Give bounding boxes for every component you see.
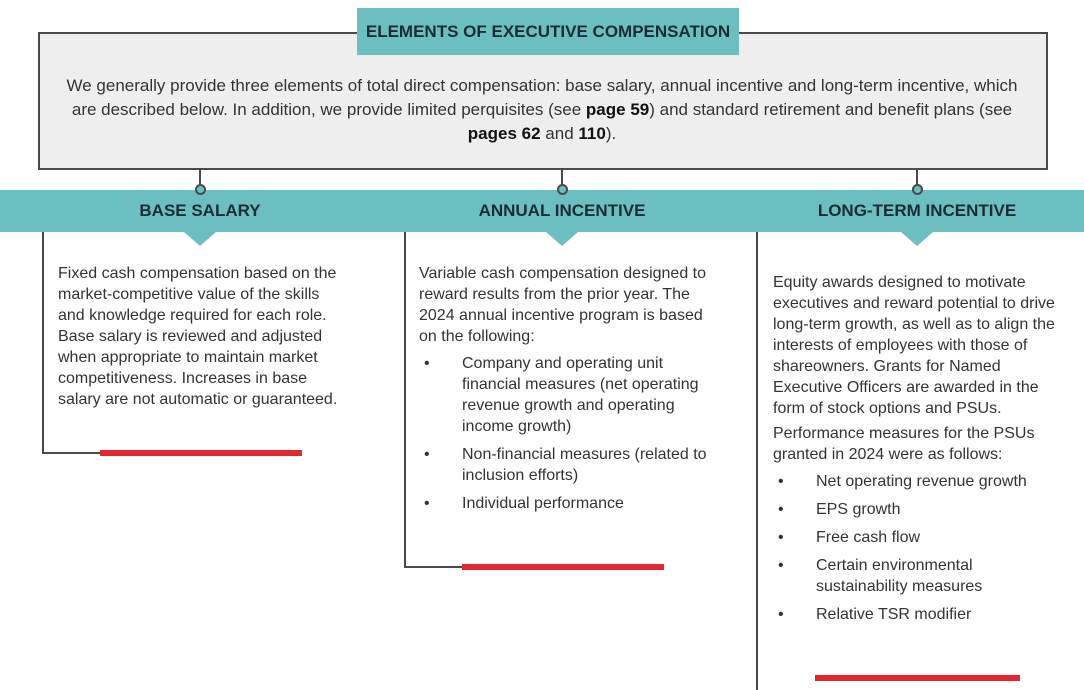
column-text: Variable cash compensation designed to r… [419, 263, 711, 521]
bullet-list: Net operating revenue growth EPS growth Fr… [773, 471, 1065, 625]
accent-rule [100, 450, 302, 456]
intro-text: ). [605, 124, 617, 143]
accent-rule [815, 675, 1020, 681]
column-heading: BASE SALARY [139, 201, 261, 220]
intro-text: ) and standard retirement and benefit pl… [649, 100, 1013, 119]
accent-rule [462, 564, 664, 570]
paragraph: Performance measures for the PSUs grante… [773, 425, 1035, 463]
column-rule [42, 452, 100, 454]
connector [199, 168, 201, 188]
intro-text: and [540, 124, 579, 143]
pointer [901, 232, 933, 246]
intro: We generally provide three elements of t… [60, 74, 1024, 146]
bullet: Individual performance [424, 493, 711, 514]
pointer [546, 232, 578, 246]
connector [916, 168, 918, 188]
title: ELEMENTS OF EXECUTIVE COMPENSATION [357, 8, 739, 55]
paragraph: Variable cash compensation designed to r… [419, 265, 706, 345]
bullet: Relative TSR modifier [778, 604, 1065, 625]
page-ref: pages 62 [467, 124, 541, 143]
bullet: Company and operating unit financial mea… [424, 353, 711, 437]
connector-dot [912, 184, 923, 195]
bullet: Free cash flow [778, 527, 1065, 548]
connector-dot [195, 184, 206, 195]
column-text: Equity awards designed to motivate execu… [773, 272, 1065, 632]
connector [561, 168, 563, 188]
page-ref: page 59 [585, 100, 650, 119]
pointer [184, 232, 216, 246]
connector-dot [557, 184, 568, 195]
column-rule [756, 232, 758, 690]
page-ref: 110 [578, 124, 606, 143]
bullet: EPS growth [778, 499, 1065, 520]
column-text: Fixed cash compensation based on the mar… [58, 263, 350, 414]
bullet-list: Company and operating unit financial mea… [419, 353, 711, 514]
column-rule [42, 232, 44, 453]
column-heading: LONG-TERM INCENTIVE [817, 201, 1017, 220]
paragraph: Fixed cash compensation based on the mar… [58, 265, 338, 408]
bullet: Certain environmental sustainability mea… [778, 555, 1065, 597]
bullet: Non-financial measures (related to inclu… [424, 444, 711, 486]
bullet: Net operating revenue growth [778, 471, 1065, 492]
intro-text: We generally provide three elements of t… [66, 76, 1018, 119]
column-heading: ANNUAL INCENTIVE [478, 201, 646, 220]
paragraph: Equity awards designed to motivate execu… [773, 274, 1055, 417]
column-rule [404, 566, 462, 568]
heading-band [0, 190, 1084, 232]
column-rule [404, 232, 406, 567]
